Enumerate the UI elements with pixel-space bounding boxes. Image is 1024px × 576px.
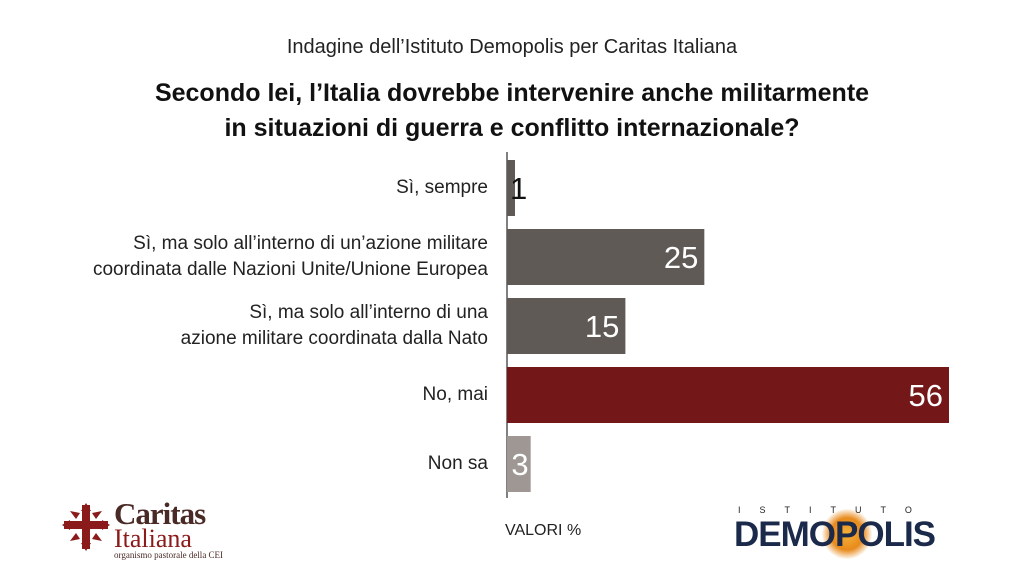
caritas-cross-icon bbox=[62, 503, 110, 551]
bar-value-label: 1 bbox=[510, 171, 527, 206]
demopolis-sun-icon bbox=[822, 509, 872, 559]
bar bbox=[507, 298, 626, 354]
bar-value-label: 15 bbox=[585, 309, 619, 344]
category-label: Non sa bbox=[48, 451, 488, 477]
caritas-tagline: organismo pastorale della CEI bbox=[114, 550, 224, 560]
chart-title-line-2: in situazioni di guerra e conflitto inte… bbox=[224, 114, 800, 142]
bar-value-label: 25 bbox=[664, 240, 698, 275]
caritas-name: Caritas bbox=[114, 496, 206, 531]
caritas-subname: Italiana bbox=[114, 524, 192, 553]
category-label-line: Sì, ma solo all’interno di un’azione mil… bbox=[133, 233, 488, 254]
category-label: Sì, ma solo all’interno di una azione mil… bbox=[48, 300, 488, 352]
bar bbox=[507, 229, 705, 285]
axis-unit-note: VALORI % bbox=[505, 522, 582, 539]
bar bbox=[507, 436, 531, 492]
category-label-line: Non sa bbox=[427, 453, 488, 474]
category-label: Sì, ma solo all’interno di un’azione mil… bbox=[48, 231, 488, 283]
category-label-line: coordinata dalle Nazioni Unite/Unione Eu… bbox=[92, 259, 488, 280]
bar bbox=[507, 367, 949, 423]
chart-subtitle: Indagine dell’Istituto Demopolis per Car… bbox=[286, 36, 738, 58]
category-label-line: Sì, sempre bbox=[396, 177, 488, 198]
category-label-line: Sì, ma solo all’interno di una bbox=[249, 302, 488, 323]
chart-title-line-1: Secondo lei, l’Italia dovrebbe interveni… bbox=[154, 79, 870, 107]
demopolis-word: DEMOPOLIS bbox=[734, 515, 936, 554]
demopolis-logo: ISTITUTO DEMOPOLIS bbox=[734, 505, 969, 559]
chart-title: Secondo lei, l’Italia dovrebbe interveni… bbox=[112, 76, 912, 146]
bar-value-label: 56 bbox=[909, 378, 943, 413]
demopolis-istituto: ISTITUTO bbox=[738, 505, 931, 515]
bar-value-label: 3 bbox=[511, 447, 528, 482]
category-label: No, mai bbox=[48, 382, 488, 408]
category-label-line: azione militare coordinata dalla Nato bbox=[180, 328, 488, 349]
bar bbox=[507, 160, 515, 216]
category-label-line: No, mai bbox=[422, 384, 488, 405]
caritas-logo: Caritas Italiana organismo pastorale del… bbox=[62, 496, 232, 562]
category-label: Sì, sempre bbox=[48, 175, 488, 201]
